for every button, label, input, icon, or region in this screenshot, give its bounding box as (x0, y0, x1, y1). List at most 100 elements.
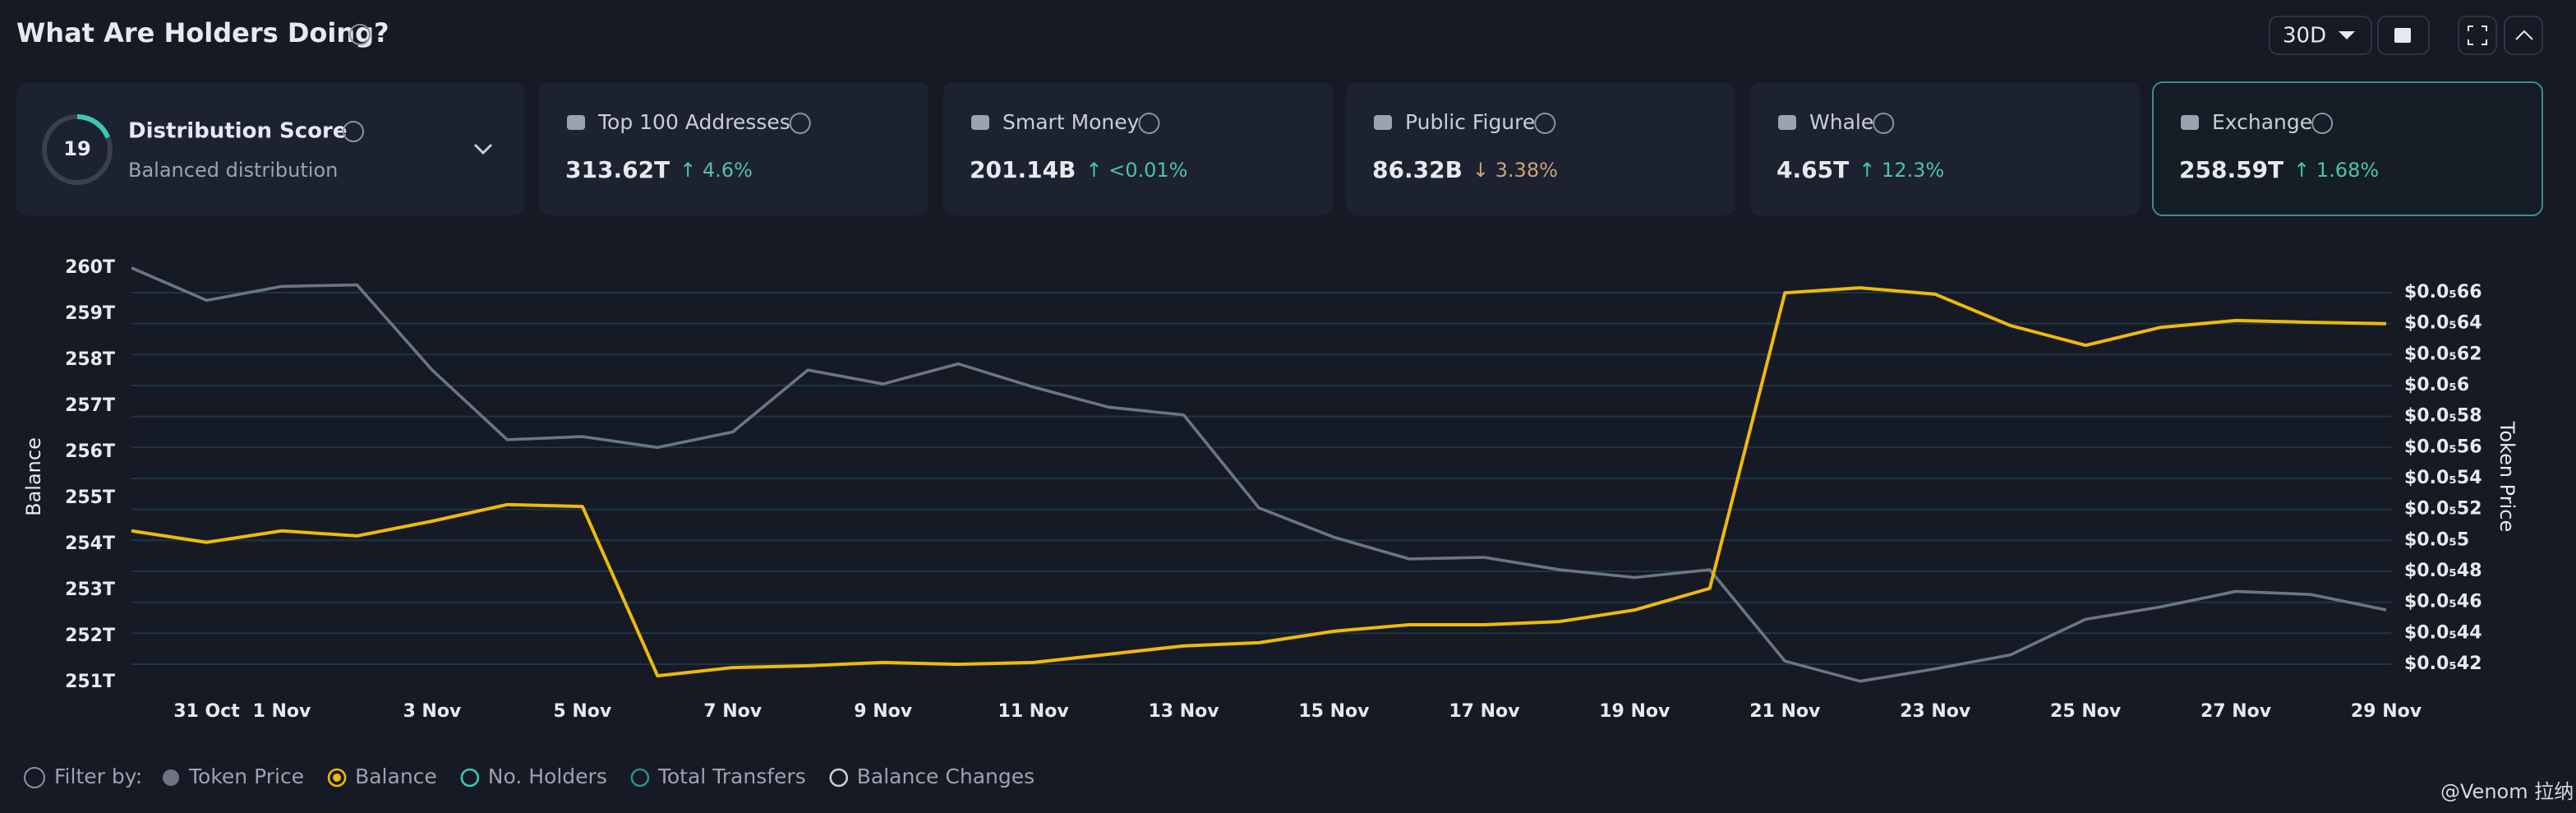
y2-tick-label: $0.0₅44 (2404, 622, 2482, 643)
legend-marker[interactable] (829, 768, 849, 788)
info-icon[interactable] (789, 113, 811, 134)
legend-marker[interactable] (460, 768, 480, 788)
fullscreen-button[interactable] (2458, 16, 2497, 55)
info-icon[interactable] (1138, 113, 1160, 134)
info-icon[interactable] (343, 121, 364, 142)
card-icon (1374, 115, 1392, 130)
card-title: Smart Money (1002, 110, 1140, 134)
line-series (131, 266, 2387, 683)
y2-tick-label: $0.0₅42 (2404, 654, 2482, 674)
legend-marker[interactable] (327, 768, 347, 788)
score-arc (76, 114, 110, 139)
line-series (131, 286, 2387, 678)
card-icon (567, 115, 585, 130)
legend-label[interactable]: Token Price (188, 764, 304, 788)
x-tick-label: 23 Nov (1900, 701, 1971, 722)
x-tick-label: 15 Nov (1298, 701, 1370, 722)
legend-label[interactable]: No. Holders (488, 764, 607, 788)
y-tick-label: 251T (65, 672, 115, 692)
y2-tick-label: $0.0₅5 (2404, 529, 2469, 550)
x-tick-label: 25 Nov (2050, 701, 2122, 722)
legend-label[interactable]: Total Transfers (657, 764, 806, 788)
legend-marker[interactable] (163, 769, 179, 786)
y2-tick-label: $0.0₅58 (2404, 406, 2482, 427)
card-change: ↑ 1.68% (2293, 159, 2379, 182)
collapse-icon (2515, 30, 2533, 40)
x-tick-label: 31 Oct (173, 701, 240, 722)
y2-tick-label: $0.0₅56 (2404, 437, 2482, 457)
legend-label[interactable]: Balance Changes (857, 764, 1035, 788)
card-value: 86.32B (1372, 156, 1463, 183)
y-tick-label: 257T (65, 395, 115, 416)
metric-card[interactable] (2152, 81, 2543, 216)
distribution-card[interactable] (16, 82, 524, 215)
metric-card[interactable] (539, 82, 929, 215)
collapse-button[interactable] (2504, 16, 2543, 55)
legend-label[interactable]: Balance (355, 764, 437, 788)
y-tick-label: 253T (65, 580, 115, 600)
x-tick-label: 17 Nov (1449, 701, 1520, 722)
card-value: 313.62T (565, 156, 670, 183)
x-tick-label: 5 Nov (553, 701, 611, 722)
x-tick-label: 27 Nov (2200, 701, 2272, 722)
x-tick-label: 1 Nov (253, 701, 311, 722)
card-title: Public Figure (1405, 110, 1535, 134)
x-tick-label: 9 Nov (854, 701, 912, 722)
info-icon[interactable] (24, 767, 45, 788)
card-change: ↑ <0.01% (1085, 159, 1187, 182)
calendar-icon (2394, 28, 2411, 43)
y-tick-label: 258T (65, 349, 115, 370)
fullscreen-icon (2468, 25, 2487, 45)
card-value: 201.14B (970, 156, 1076, 183)
x-tick-label: 21 Nov (1749, 701, 1821, 722)
y2-tick-label: $0.0₅48 (2404, 561, 2482, 581)
y-tick-label: 256T (65, 441, 115, 462)
card-value: 4.65T (1776, 156, 1849, 183)
y2-tick-label: $0.0₅64 (2404, 313, 2482, 334)
y-tick-label: 255T (65, 487, 115, 508)
y2-tick-label: $0.0₅6 (2404, 375, 2469, 395)
y-tick-label: 260T (65, 257, 115, 278)
card-title: Top 100 Addresses (597, 110, 790, 134)
info-icon[interactable] (349, 24, 371, 45)
info-icon[interactable] (2311, 113, 2334, 134)
expand-chevron[interactable] (473, 143, 493, 155)
y-axis-title: Balance (22, 437, 45, 516)
metric-card[interactable] (1346, 82, 1735, 215)
y2-tick-label: $0.0₅54 (2404, 468, 2482, 488)
metric-card[interactable] (943, 82, 1333, 215)
x-tick-label: 11 Nov (998, 701, 1070, 722)
x-tick-label: 13 Nov (1148, 701, 1219, 722)
y2-tick-label: $0.0₅46 (2404, 592, 2482, 612)
distribution-title: Distribution Score (128, 119, 347, 144)
metric-card[interactable] (1750, 82, 2140, 215)
legend-marker-dot (333, 774, 342, 782)
distribution-subtitle: Balanced distribution (128, 159, 338, 182)
y-tick-label: 259T (65, 303, 115, 324)
y-tick-label: 254T (65, 534, 115, 554)
card-icon (2181, 115, 2199, 130)
filter-label: Filter by: (54, 764, 142, 788)
x-tick-label: 29 Nov (2351, 701, 2422, 722)
card-title: Whale (1809, 110, 1873, 134)
y2-tick-label: $0.0₅66 (2404, 282, 2482, 303)
card-change: ↓ 3.38% (1472, 159, 1558, 182)
card-icon (971, 115, 989, 130)
card-change: ↑ 12.3% (1859, 159, 1944, 182)
card-title: Exchange (2212, 110, 2312, 134)
y-tick-label: 252T (65, 626, 115, 646)
watermark: @Venom 拉纳 (2440, 780, 2574, 803)
score-value: 19 (63, 137, 90, 160)
dropdown-arrow (2339, 31, 2355, 39)
legend-marker[interactable] (630, 768, 650, 788)
card-icon (1778, 115, 1796, 130)
y2-tick-label: $0.0₅52 (2404, 499, 2482, 520)
card-value: 258.59T (2179, 156, 2283, 183)
period-select[interactable] (2269, 16, 2372, 55)
info-icon[interactable] (1873, 113, 1895, 134)
y2-tick-label: $0.0₅62 (2404, 344, 2482, 364)
x-tick-label: 3 Nov (403, 701, 461, 722)
info-icon[interactable] (1534, 113, 1556, 134)
